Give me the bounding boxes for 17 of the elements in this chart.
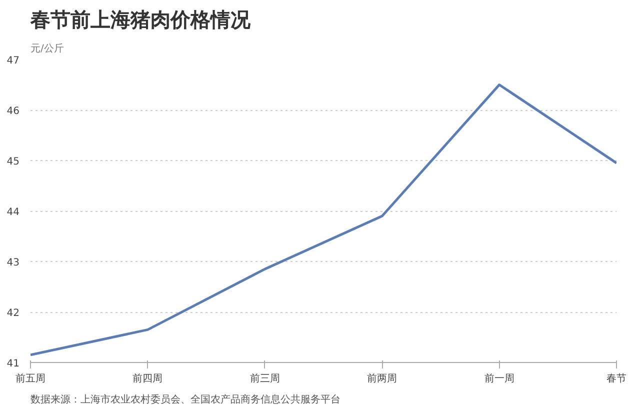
x-tick-label: 春节: [606, 372, 626, 384]
y-tick-label: 44: [6, 207, 20, 218]
x-tick-label: 前五周: [16, 372, 46, 384]
y-axis-title: 元/公斤: [30, 42, 64, 54]
source-note: 数据来源：上海市农业农村委员会、全国农产品商务信息公共服务平台: [30, 394, 340, 406]
line-series: [30, 84, 616, 356]
x-tick-label: 前四周: [132, 372, 163, 384]
chart-title: 春节前上海猪肉价格情况: [30, 8, 252, 32]
y-tick-label: 47: [6, 56, 20, 66]
y-tick-label: 46: [6, 106, 20, 117]
x-tick-label: 前三周: [250, 372, 280, 384]
y-tick-label: 41: [6, 358, 20, 370]
x-tick-label: 前两周: [367, 372, 398, 384]
x-tick-label: 前一周: [484, 372, 514, 384]
y-tick-label: 42: [6, 308, 20, 319]
y-tick-label: 45: [6, 156, 20, 168]
y-tick-label: 43: [6, 258, 20, 268]
